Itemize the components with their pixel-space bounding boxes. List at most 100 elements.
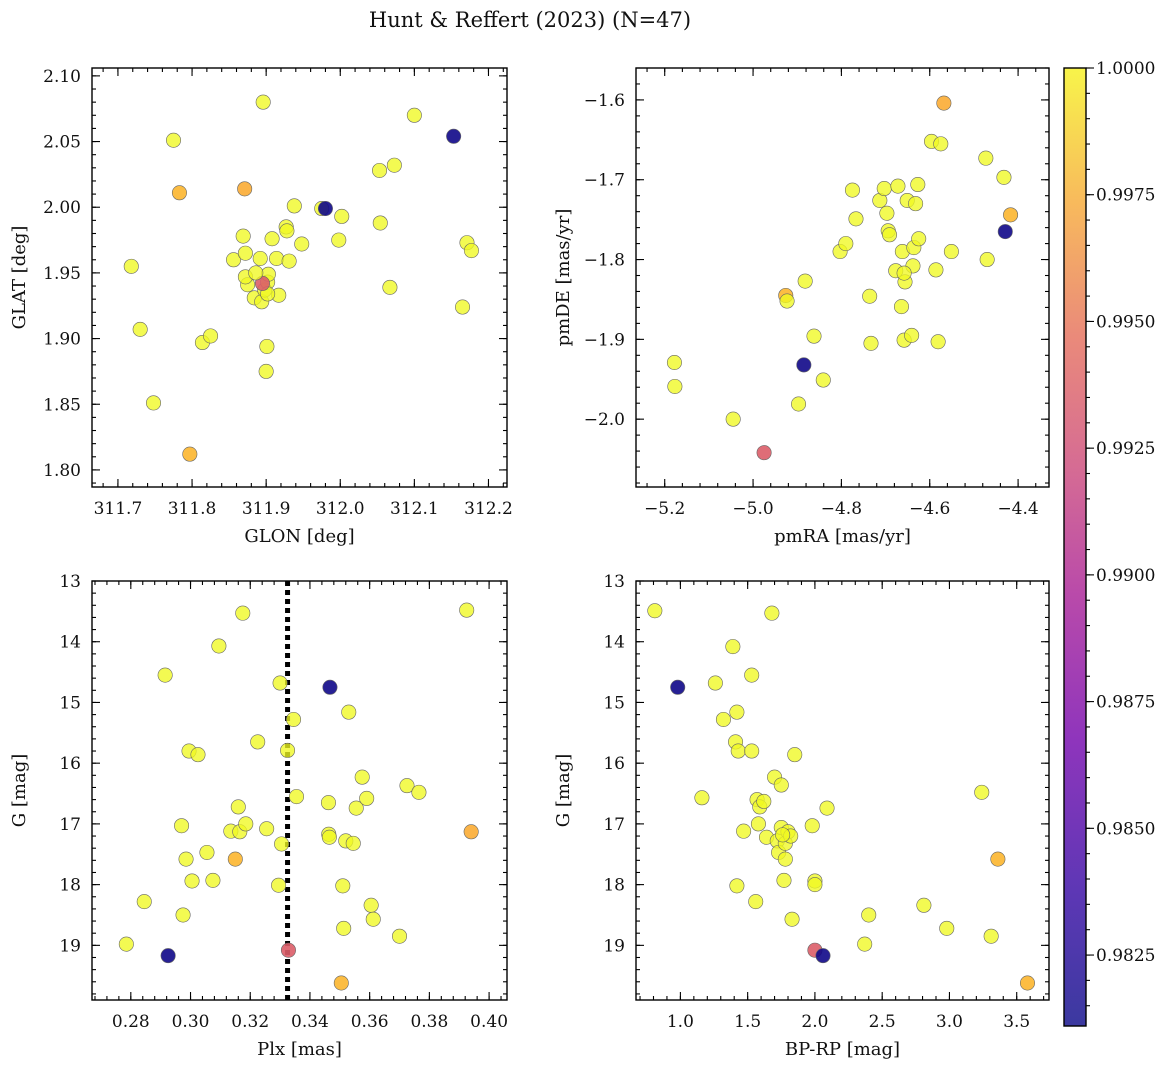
data-point [974,784,990,800]
colorbar-tick-label: 0.9875 [1096,693,1155,713]
x-tick-label: −4.6 [909,499,950,519]
data-point [815,372,831,388]
data-point [227,851,243,867]
data-point [258,363,274,379]
data-point [118,936,134,952]
axis-ticks [92,580,507,1000]
data-point [764,605,780,621]
data-point [184,873,200,889]
data-point [382,279,398,295]
data-point [211,638,227,654]
y-tick-label: −1.9 [584,330,625,350]
data-point [908,196,924,212]
data-point [990,851,1006,867]
axis-ticks [636,580,1049,1000]
x-tick-label: 2.0 [801,1012,828,1032]
scatter-points [666,95,1019,461]
data-point [463,824,479,840]
data-point [729,704,745,720]
data-point [939,920,955,936]
data-point [893,299,909,315]
x-tick-label: 0.30 [172,1012,210,1032]
data-point [289,789,305,805]
x-tick-label: 311.7 [94,499,143,519]
data-point [996,169,1012,185]
colorbar-tick-label: 0.9850 [1096,819,1155,839]
data-point [136,894,152,910]
data-point [744,743,760,759]
data-point [978,150,994,166]
data-point [252,250,268,266]
y-tick-label: 14 [59,633,81,653]
data-point [729,878,745,894]
y-tick-label: 13 [59,572,81,592]
data-point [171,185,187,201]
x-tick-label: 0.36 [351,1012,389,1032]
data-point [230,799,246,815]
data-point [182,446,198,462]
x-tick-label: 0.34 [291,1012,329,1032]
x-axis-label: GLON [deg] [244,526,354,547]
data-point [725,639,741,655]
data-point [132,321,148,337]
scatter-points [118,602,479,991]
data-point [333,975,349,991]
x-tick-label: 0.32 [231,1012,269,1032]
data-point [857,936,873,952]
data-point [896,265,912,281]
data-point [146,395,162,411]
x-tick-label: 311.8 [168,499,217,519]
data-point [281,253,297,269]
data-point [666,354,682,370]
data-point [715,711,731,727]
data-point [235,605,251,621]
data-point [399,778,415,794]
data-point [647,603,663,619]
x-tick-label: 0.40 [470,1012,508,1032]
data-point [848,211,864,227]
y-tick-label: 16 [603,754,625,774]
y-tick-label: 15 [603,693,625,713]
scatter-points [123,94,479,462]
y-tick-label: 1.90 [43,330,81,350]
data-point [667,378,683,394]
y-tick-label: 16 [59,754,81,774]
y-tick-label: 19 [603,936,625,956]
data-point [1003,207,1019,223]
data-point [248,265,264,281]
data-point [321,829,337,845]
y-tick-label: 2.00 [43,198,81,218]
colorbar-tick-label: 0.9925 [1096,439,1155,459]
data-point [730,743,746,759]
plot-frame [635,580,1050,1001]
data-point [890,178,906,194]
data-point [773,777,789,793]
data-point [936,95,952,111]
plot-frame [635,67,1050,488]
data-point [928,262,944,278]
data-point [341,704,357,720]
data-point [904,327,920,343]
y-tick-label: 17 [603,815,625,835]
y-tick-label: −1.6 [584,91,625,111]
data-point [838,236,854,252]
x-axis-label: pmRA [mas/yr] [774,526,911,547]
colorbar-tick-label: 0.9825 [1096,946,1155,966]
data-point [736,823,752,839]
data-point [776,872,792,888]
x-tick-label: 311.9 [242,499,291,519]
data-point [882,227,898,243]
data-point [157,667,173,683]
data-point [238,816,254,832]
data-point [406,107,422,123]
y-tick-label: −2.0 [584,410,625,430]
data-point [1019,975,1035,991]
x-axis-label: BP-RP [mag] [785,1039,900,1060]
y-tick-label: 1.80 [43,461,81,481]
x-tick-label: 3.5 [1003,1012,1030,1032]
x-tick-label: −4.4 [997,499,1038,519]
x-axis-label: Plx [mas] [257,1039,342,1060]
data-point [861,907,877,923]
data-point [334,208,350,224]
